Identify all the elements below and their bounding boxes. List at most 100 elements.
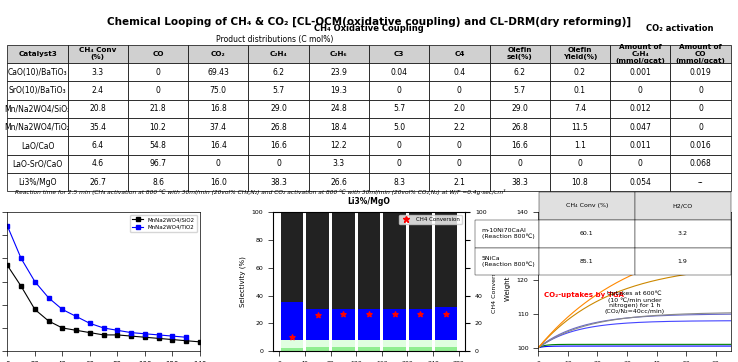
5Ni40CaI <box>545 337 554 342</box>
MnNa2WO4/SiO2 <box>196 340 204 344</box>
MnNa2WO4/SiO2 <box>140 335 149 340</box>
Point <box>286 334 298 340</box>
Bar <box>358 310 380 340</box>
MnNa2WO4/TiO2 <box>44 296 53 300</box>
MnNa2WO4/TiO2 <box>168 334 176 338</box>
Bar <box>409 347 432 351</box>
Y-axis label: Weight (%): Weight (%) <box>505 262 511 301</box>
Bar <box>306 347 329 351</box>
10Ni60CaAI <box>726 267 735 272</box>
5Ni40CaI <box>570 326 579 331</box>
Point <box>440 311 452 316</box>
5Ni20CaI <box>710 319 719 323</box>
5Ni70CaI <box>717 311 725 315</box>
MnNa2WO4/SiO2 <box>17 284 26 289</box>
Y-axis label: CH4 Conversion (%): CH4 Conversion (%) <box>492 250 497 313</box>
Bar <box>281 303 303 340</box>
Line: MnNa2WO4/SiO2: MnNa2WO4/SiO2 <box>6 264 201 344</box>
5Ni40CaI <box>542 340 551 344</box>
Bar <box>384 212 406 310</box>
Bar <box>384 310 406 340</box>
10Ni60CaAI <box>570 313 579 317</box>
MnNa2WO4/TiO2 <box>30 279 39 284</box>
5NiCa <box>726 344 735 348</box>
MnNa2WO4/TiO2 <box>58 307 66 312</box>
Text: Product distributions (C mol%): Product distributions (C mol%) <box>216 35 334 44</box>
5Ni70CaI <box>545 338 554 342</box>
5Ni30CaO <box>545 343 554 347</box>
MnNa2WO4/TiO2 <box>127 331 136 335</box>
5Ni40CaI <box>726 312 735 316</box>
MnNa2WO4/TiO2 <box>72 314 80 319</box>
10Ni60CaAI <box>585 303 594 308</box>
Line: 10Ni60CaAI: 10Ni60CaAI <box>538 269 731 348</box>
10Ni80CaAI <box>570 310 579 314</box>
Line: 5Ni40CaI: 5Ni40CaI <box>538 314 731 348</box>
MnNa2WO4/SiO2 <box>127 334 136 338</box>
5Ni40CaI <box>710 312 719 316</box>
10Ni60CaAI <box>542 337 551 341</box>
Bar <box>435 340 457 347</box>
MnNa2WO4/SiO2 <box>30 307 39 312</box>
Text: CH₄ Oxidative Coupling: CH₄ Oxidative Coupling <box>314 24 424 33</box>
5NiCa <box>710 344 719 348</box>
Bar <box>332 310 354 340</box>
5Ni30CaO <box>570 342 579 346</box>
5Ni70CaI <box>570 327 579 332</box>
5Ni70CaI <box>542 340 551 345</box>
5Ni40CaI <box>534 346 542 350</box>
Bar <box>384 340 406 347</box>
Text: Uptakes at 600℃
(10 ℃/min under
nitrogen) for 1 h
(CO₂/N₂=40cc/min): Uptakes at 600℃ (10 ℃/min under nitrogen… <box>604 291 665 314</box>
10Ni80CaAI <box>710 247 719 251</box>
Bar <box>281 348 303 351</box>
10Ni80CaAI <box>717 245 725 250</box>
MnNa2WO4/SiO2 <box>113 333 122 337</box>
5Ni20CaI <box>542 340 551 345</box>
Bar <box>358 212 380 310</box>
5NiCa <box>585 344 594 348</box>
MnNa2WO4/SiO2 <box>99 333 108 337</box>
Line: 10Ni80CaAI: 10Ni80CaAI <box>538 246 731 348</box>
Point <box>337 311 349 316</box>
MnNa2WO4/TiO2 <box>182 335 190 340</box>
Point <box>363 311 375 316</box>
5Ni20CaI <box>545 338 554 342</box>
MnNa2WO4/TiO2 <box>3 224 12 228</box>
10Ni60CaAI <box>710 269 719 273</box>
MnNa2WO4/SiO2 <box>44 319 53 323</box>
5Ni20CaI <box>717 319 725 323</box>
MnNa2WO4/SiO2 <box>72 328 80 332</box>
5NiCa <box>534 346 542 350</box>
5NiCa <box>570 344 579 348</box>
Bar <box>409 212 432 310</box>
10Ni80CaAI <box>534 346 542 350</box>
Line: 5Ni70CaI: 5Ni70CaI <box>538 313 731 348</box>
5Ni20CaI <box>585 325 594 329</box>
Bar <box>332 340 354 347</box>
MnNa2WO4/TiO2 <box>154 333 163 337</box>
5Ni70CaI <box>710 311 719 315</box>
5Ni30CaO <box>534 346 542 350</box>
Bar <box>281 340 303 348</box>
Bar <box>281 212 303 303</box>
5Ni20CaI <box>726 319 735 323</box>
5Ni40CaI <box>585 322 594 326</box>
Bar <box>306 212 329 310</box>
5Ni30CaO <box>710 342 719 346</box>
MnNa2WO4/SiO2 <box>182 338 190 343</box>
MnNa2WO4/TiO2 <box>140 332 149 336</box>
Bar <box>435 307 457 340</box>
10Ni80CaAI <box>726 244 735 248</box>
10Ni60CaAI <box>545 333 554 338</box>
5NiCa <box>545 344 554 349</box>
MnNa2WO4/SiO2 <box>86 331 94 335</box>
MnNa2WO4/TiO2 <box>99 326 108 330</box>
10Ni60CaAI <box>534 346 542 350</box>
Text: CO₂-uptakes by TGA: CO₂-uptakes by TGA <box>544 292 624 298</box>
5Ni30CaO <box>717 342 725 346</box>
Text: CO₂ activation: CO₂ activation <box>646 24 714 33</box>
Bar <box>306 310 329 340</box>
Legend: MnNa2WO4/SiO2, MnNa2WO4/TiO2: MnNa2WO4/SiO2, MnNa2WO4/TiO2 <box>130 215 197 232</box>
Bar <box>435 212 457 307</box>
MnNa2WO4/SiO2 <box>154 336 163 341</box>
